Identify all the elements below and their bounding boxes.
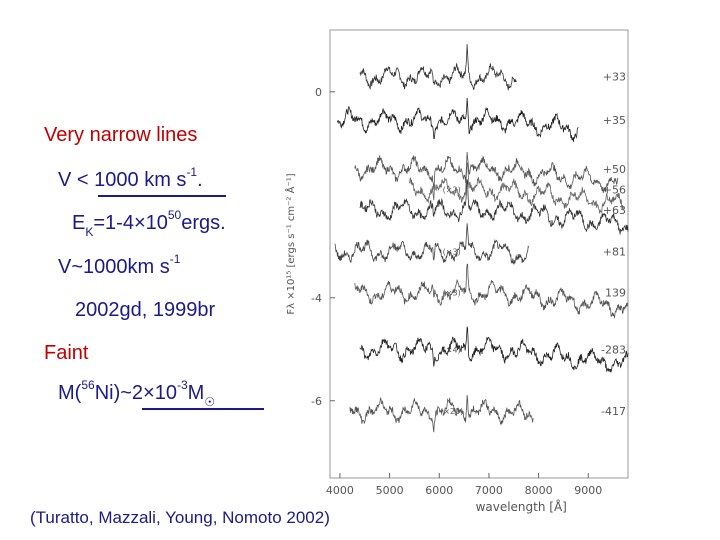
scale-label: (×4) <box>443 345 461 354</box>
spectrum-line <box>409 162 624 214</box>
epoch-label: -417 <box>601 405 626 418</box>
x-tick-label: 6000 <box>425 484 453 497</box>
y-tick-label: -4 <box>311 292 322 305</box>
mass-unit: M <box>187 382 205 404</box>
energy-exponent: 50 <box>167 208 182 222</box>
scale-label: (×20) <box>440 407 463 416</box>
mass-open: M( <box>58 382 82 404</box>
epoch-label: +35 <box>603 114 626 127</box>
velocity2-text: V~1000km s-1 <box>58 252 180 279</box>
x-axis-label: wavelength [Å] <box>476 499 567 514</box>
spectrum-line <box>334 223 530 266</box>
velocity-text: V < 1000 km s-1. <box>58 165 203 192</box>
energy-value: =1-4×10 <box>93 212 168 234</box>
epoch-label: +33 <box>603 70 626 83</box>
scale-label: (×3) <box>443 289 461 298</box>
mass-underline <box>142 408 264 410</box>
y-tick-label: 0 <box>315 86 322 99</box>
x-tick-label: 8000 <box>525 484 553 497</box>
title-very-narrow-lines: Very narrow lines <box>44 124 198 146</box>
epoch-label: 139 <box>605 287 626 300</box>
energy-subscript: K <box>85 225 94 239</box>
velocity-underline <box>98 195 226 197</box>
x-tick-label: 7000 <box>475 484 503 497</box>
spectrum-line <box>349 395 534 433</box>
scale-label: (×2) <box>443 186 461 195</box>
epoch-label: -283 <box>601 343 626 356</box>
mass-isotope: 56 <box>81 378 95 392</box>
x-tick-label: 4000 <box>326 484 354 497</box>
spectrum-line <box>337 97 579 142</box>
mass-exponent: -3 <box>176 378 188 392</box>
velocity2-value: V~1000km s <box>58 256 170 278</box>
y-tick-label: -6 <box>311 395 322 408</box>
spectrum-line <box>359 326 629 373</box>
energy-symbol: E <box>72 212 86 234</box>
spectrum-line <box>354 263 629 320</box>
spectrum-line <box>354 151 619 194</box>
velocity-prefix: V < <box>58 169 95 191</box>
velocity-value: 1000 km s <box>94 169 187 191</box>
velocity-exponent: -1 <box>186 165 198 179</box>
plot-frame <box>329 29 629 479</box>
faint-heading: Faint <box>44 342 89 364</box>
velocity-suffix: . <box>197 169 203 191</box>
epoch-label: +81 <box>603 245 626 258</box>
supernova-names: 2002gd, 1999br <box>75 299 216 321</box>
epoch-label: +63 <box>603 204 626 217</box>
y-axis-label: Fλ ×10¹⁵ [ergs s⁻¹ cm⁻² Å⁻¹] <box>284 173 297 314</box>
spectrum-line <box>359 44 517 91</box>
spectrum-line <box>359 179 629 235</box>
solar-symbol: ☉ <box>204 395 216 409</box>
citation: (Turatto, Mazzali, Young, Nomoto 2002) <box>30 508 330 527</box>
energy-unit: ergs. <box>181 212 226 234</box>
nickel-mass-text: M(56Ni)~2×10-3M☉ <box>58 378 215 409</box>
x-tick-label: 9000 <box>574 484 602 497</box>
mass-value: Ni)~2×10 <box>94 382 177 404</box>
kinetic-energy-text: EK=1-4×1050ergs. <box>72 208 226 239</box>
epoch-label: +56 <box>603 184 626 197</box>
x-tick-label: 5000 <box>376 484 404 497</box>
scale-label: (×3) <box>443 247 461 256</box>
epoch-label: +50 <box>603 163 626 176</box>
velocity2-exponent: -1 <box>169 252 181 266</box>
